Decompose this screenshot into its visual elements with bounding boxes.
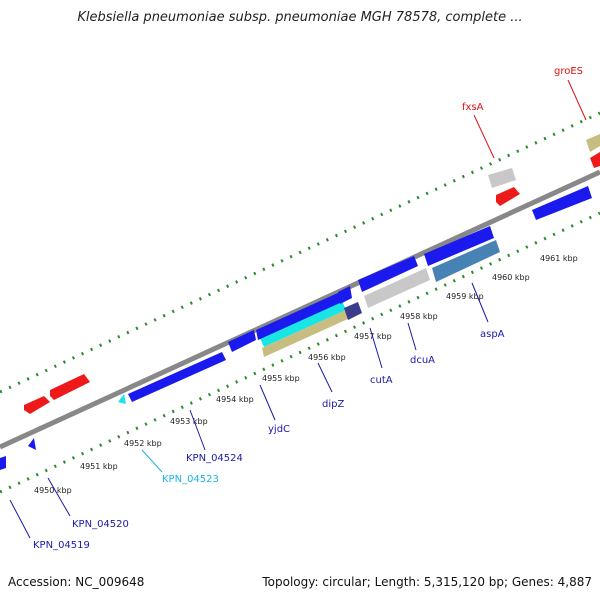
gene-yjdC-arrow[interactable]	[228, 330, 256, 352]
gene-reverse-cyan-1[interactable]	[118, 394, 126, 404]
gene-navy-small[interactable]	[344, 302, 362, 320]
upper-tick-track	[0, 111, 600, 394]
kbp-labels: 4950 kbp 4951 kbp 4952 kbp 4953 kbp 4954…	[34, 254, 578, 495]
kbp-tick-label: 4960 kbp	[492, 273, 530, 282]
gene-dcuA-bar[interactable]	[364, 268, 430, 308]
gene-label-dcuA[interactable]: dcuA	[410, 355, 435, 366]
kbp-tick-label: 4955 kbp	[262, 374, 300, 383]
gene-cutA-bar[interactable]	[260, 301, 346, 347]
kbp-tick-label: 4959 kbp	[446, 292, 484, 301]
gene-aspA-arrow[interactable]	[424, 226, 494, 266]
gene-forward-red-2[interactable]	[50, 374, 90, 400]
gene-label-aspA[interactable]: aspA	[480, 329, 505, 340]
gene-groES-bar[interactable]	[586, 134, 600, 152]
gene-cutA-arrow[interactable]	[338, 286, 352, 304]
forward-strand	[24, 134, 600, 414]
leader-lines	[9, 79, 587, 539]
kbp-tick-label: 4952 kbp	[124, 439, 162, 448]
gene-label-yjdC[interactable]: yjdC	[268, 424, 290, 435]
gene-labels: KPN_04519 KPN_04520 KPN_04523 KPN_04524 …	[33, 66, 583, 551]
gene-label-cutA[interactable]: cutA	[370, 375, 393, 386]
gene-KPN_04524-arrow[interactable]	[128, 352, 226, 402]
gene-fxsA-bar[interactable]	[488, 168, 516, 188]
gene-dipZ-arrow[interactable]	[256, 292, 342, 340]
gene-reverse-blue-2[interactable]	[28, 438, 36, 450]
lower-tick-track	[0, 211, 600, 494]
genome-summary: Topology: circular; Length: 5,315,120 bp…	[262, 575, 592, 589]
reverse-strand	[0, 186, 592, 470]
gene-reverse-blue-1[interactable]	[0, 456, 6, 470]
accession-label: Accession: NC_009648	[8, 575, 145, 589]
kbp-tick-label: 4958 kbp	[400, 312, 438, 321]
gene-forward-red-4[interactable]	[590, 152, 600, 168]
gene-label-kpn04519[interactable]: KPN_04519	[33, 540, 90, 551]
gene-forward-red-1[interactable]	[24, 396, 50, 414]
gene-label-kpn04523[interactable]: KPN_04523	[162, 474, 219, 485]
gene-forward-red-3[interactable]	[496, 187, 520, 206]
gene-dcuA-arrow[interactable]	[358, 256, 418, 292]
kbp-tick-label: 4951 kbp	[80, 462, 118, 471]
kbp-tick-label: 4956 kbp	[308, 353, 346, 362]
gene-aspA-bar[interactable]	[432, 240, 500, 282]
gene-label-kpn04520[interactable]: KPN_04520	[72, 519, 129, 530]
gene-reverse-blue-3[interactable]	[532, 186, 592, 220]
kbp-tick-label: 4953 kbp	[170, 417, 208, 426]
map-title: Klebsiella pneumoniae subsp. pneumoniae …	[77, 10, 523, 25]
kbp-tick-label: 4954 kbp	[216, 395, 254, 404]
gene-dipZ-bar[interactable]	[262, 309, 350, 357]
gene-label-kpn04524[interactable]: KPN_04524	[186, 453, 243, 464]
genome-backbone	[0, 169, 600, 450]
kbp-tick-label: 4950 kbp	[34, 486, 72, 495]
kbp-tick-label: 4961 kbp	[540, 254, 578, 263]
gene-label-groES[interactable]: groES	[554, 66, 583, 77]
gene-label-fxsA[interactable]: fxsA	[462, 102, 484, 113]
gene-label-dipZ[interactable]: dipZ	[322, 399, 344, 410]
